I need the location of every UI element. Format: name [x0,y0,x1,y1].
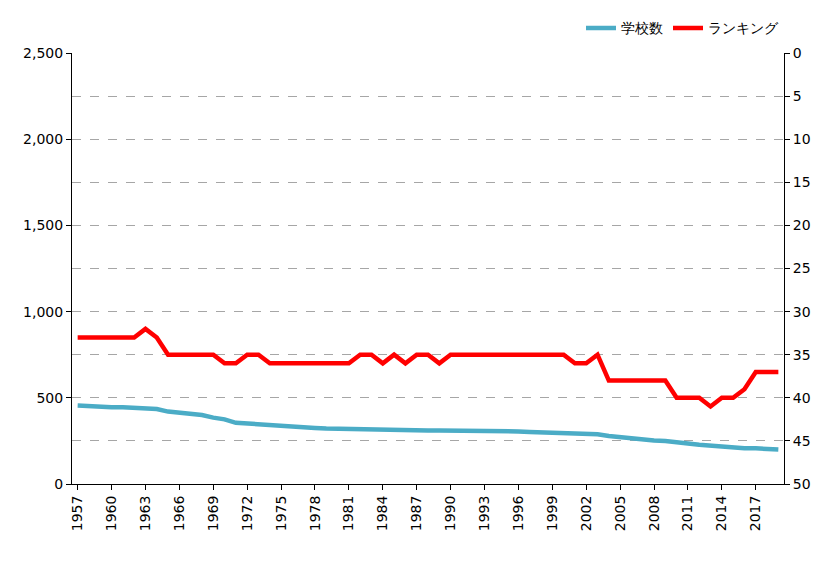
svg-text:1981: 1981 [340,496,356,532]
svg-text:2002: 2002 [578,496,594,532]
svg-text:30: 30 [793,304,811,320]
svg-text:35: 35 [793,347,811,363]
svg-text:5: 5 [793,88,802,104]
svg-text:2011: 2011 [679,496,695,532]
svg-text:1987: 1987 [408,496,424,532]
svg-text:1975: 1975 [273,496,289,532]
svg-text:2008: 2008 [646,496,662,532]
svg-text:1960: 1960 [103,496,119,532]
svg-text:2,500: 2,500 [23,45,63,61]
svg-text:1,500: 1,500 [23,217,63,233]
svg-text:500: 500 [36,390,63,406]
svg-text:40: 40 [793,390,811,406]
svg-text:0: 0 [54,476,63,492]
svg-text:10: 10 [793,131,811,147]
svg-text:1957: 1957 [69,496,85,532]
svg-text:15: 15 [793,174,811,190]
svg-text:学校数: 学校数 [621,20,663,36]
svg-text:0: 0 [793,45,802,61]
svg-text:1984: 1984 [374,496,390,532]
svg-text:1990: 1990 [442,496,458,532]
svg-text:25: 25 [793,260,811,276]
svg-text:1,000: 1,000 [23,304,63,320]
svg-text:1993: 1993 [476,496,492,532]
svg-text:1966: 1966 [171,496,187,532]
svg-text:1996: 1996 [510,496,526,532]
svg-text:2017: 2017 [747,496,763,532]
svg-text:2014: 2014 [713,496,729,532]
svg-text:1969: 1969 [205,496,221,532]
svg-text:50: 50 [793,476,811,492]
svg-text:1963: 1963 [137,496,153,532]
svg-text:45: 45 [793,433,811,449]
svg-text:1972: 1972 [239,496,255,532]
svg-text:1978: 1978 [307,496,323,532]
svg-text:2005: 2005 [612,496,628,532]
svg-text:ランキング: ランキング [708,20,779,36]
svg-text:20: 20 [793,217,811,233]
svg-text:1999: 1999 [544,496,560,532]
svg-text:2,000: 2,000 [23,131,63,147]
